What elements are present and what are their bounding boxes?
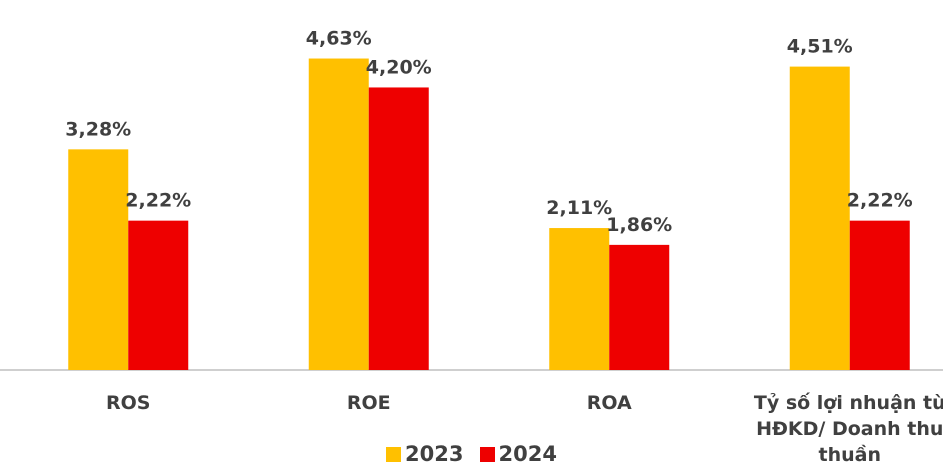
- bar: [789, 66, 850, 370]
- legend: 2023 2024: [0, 442, 943, 466]
- bar: [849, 220, 910, 370]
- data-label: 4,63%: [306, 28, 372, 50]
- bar: [549, 228, 610, 370]
- x-tick-label: ROA: [586, 392, 632, 414]
- bar: [609, 244, 670, 370]
- bar: [128, 220, 189, 370]
- data-label: 2,22%: [847, 190, 913, 212]
- x-tick-label: ROE: [346, 392, 391, 414]
- bar: [368, 87, 429, 371]
- data-label: 4,20%: [366, 56, 432, 78]
- bar: [68, 149, 129, 370]
- bar: [308, 58, 369, 370]
- data-label: 2,11%: [546, 197, 612, 219]
- legend-label: 2024: [498, 442, 557, 466]
- legend-label: 2023: [405, 442, 464, 466]
- x-tick-label: ROS: [106, 392, 151, 414]
- data-label: 1,86%: [606, 214, 672, 236]
- x-tick-label: Tỷ số lợi nhuận từ HĐKD/ Doanh thu thuần: [753, 392, 943, 466]
- legend-item: 2023: [386, 442, 464, 466]
- data-label: 4,51%: [787, 36, 853, 58]
- data-label: 2,22%: [125, 190, 191, 212]
- legend-swatch: [386, 446, 402, 462]
- legend-swatch: [479, 446, 495, 462]
- data-label: 3,28%: [65, 118, 131, 140]
- legend-item: 2024: [479, 442, 557, 466]
